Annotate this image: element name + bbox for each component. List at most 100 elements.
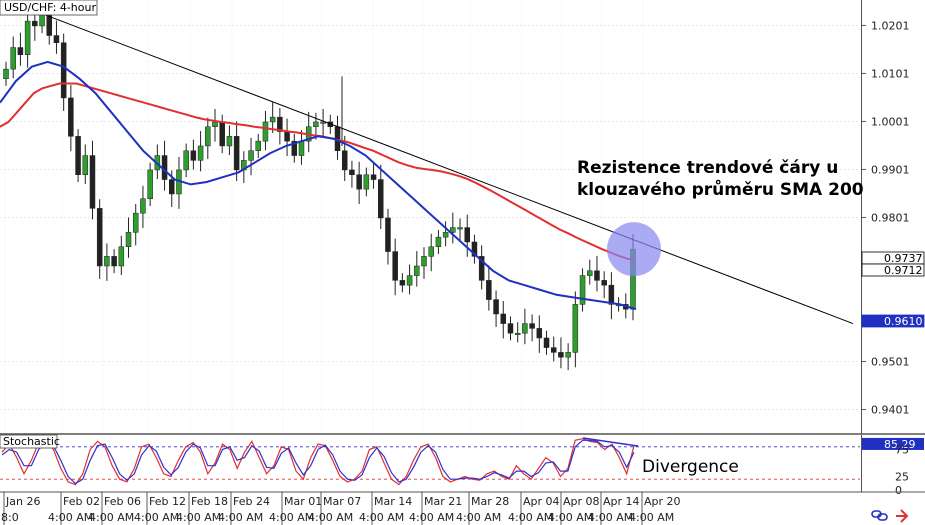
candle-body xyxy=(543,337,550,348)
candle-body xyxy=(579,275,586,305)
candle-body xyxy=(457,227,463,230)
x-date-label: Mar 01 xyxy=(284,495,322,508)
candle-body xyxy=(104,256,110,267)
candle-body xyxy=(392,251,398,281)
annotation-line-1: Rezistence trendové čáry u xyxy=(577,158,838,178)
candle-body xyxy=(233,136,240,171)
candle-body xyxy=(89,155,96,209)
candle-body xyxy=(111,256,117,267)
x-time-label: 4:00 AM xyxy=(308,511,353,524)
candle-body xyxy=(132,212,139,233)
time-axis[interactable]: Jan 26 8:0 Feb 02 4:00 AM Feb 06 4:00 AM Feb 1… xyxy=(1,492,681,525)
trendline xyxy=(4,0,854,325)
candle-body xyxy=(442,232,449,238)
candle-body xyxy=(226,136,233,147)
x-date-label: Feb 12 xyxy=(149,495,186,508)
x-date-label: Apr 20 xyxy=(644,495,681,508)
y-tick-label: 0.9401 xyxy=(871,404,910,417)
stoch-value-tag xyxy=(862,437,924,450)
x-time-label: 8:0 xyxy=(1,511,19,524)
candle-body xyxy=(313,121,319,127)
moving-averages xyxy=(0,60,637,311)
candle-body xyxy=(10,47,16,70)
price-tag-label: 0.9737 xyxy=(884,252,923,265)
candle-body xyxy=(125,232,132,248)
candle-body xyxy=(478,256,485,281)
stochastic-lines xyxy=(1,438,635,486)
stoch-tick-label: 0 xyxy=(895,484,902,497)
highlight-circle-mark xyxy=(607,222,661,277)
candle-body xyxy=(385,217,391,252)
candle-body xyxy=(450,227,456,233)
candle-body xyxy=(594,270,600,281)
candle-body xyxy=(75,136,81,176)
candle-body xyxy=(378,179,384,219)
candle-body xyxy=(147,169,153,200)
x-time-label: 4:00 AM xyxy=(134,511,179,524)
candles-series xyxy=(3,0,636,371)
stoch-tick-label: 75 xyxy=(895,444,909,457)
candle-body xyxy=(435,236,442,248)
stoch-k-line xyxy=(1,438,635,486)
price-tag-label: 0.9610 xyxy=(884,315,923,328)
candle-body xyxy=(262,121,269,142)
candle-body xyxy=(486,280,492,300)
candle-body xyxy=(118,246,125,267)
candle-body xyxy=(298,140,305,156)
x-time-label: 4:00 AM xyxy=(176,511,221,524)
annotation-line-2: klouzavého průměru SMA 200 xyxy=(577,178,864,200)
candle-body xyxy=(507,323,514,334)
arrow-icon[interactable] xyxy=(896,509,909,523)
sma-blue-line xyxy=(0,60,637,311)
x-time-label: 4:00 AM xyxy=(629,511,674,524)
y-tick-label: 0.9801 xyxy=(871,211,910,224)
candle-body xyxy=(536,328,543,339)
candle-body xyxy=(68,97,74,137)
candle-body xyxy=(183,150,189,171)
candle-body xyxy=(414,265,420,276)
candle-body xyxy=(197,145,204,161)
candle-body xyxy=(291,140,298,156)
x-date-label: Jan 26 xyxy=(5,495,40,508)
candle-body xyxy=(428,246,434,257)
stochastic-label: Stochastic xyxy=(3,435,60,448)
x-date-label: Mar 14 xyxy=(374,495,412,508)
candle-body xyxy=(522,323,528,334)
candle-body xyxy=(248,150,254,161)
candle-body xyxy=(608,284,615,305)
link-icon[interactable] xyxy=(871,510,888,521)
candle-body xyxy=(96,208,103,267)
x-date-label: Mar 07 xyxy=(323,495,361,508)
highlight-circle xyxy=(607,222,661,277)
y-tick-label: 1.0101 xyxy=(871,67,910,80)
candle-body xyxy=(219,121,225,147)
x-time-label: 4:00 AM xyxy=(48,511,93,524)
x-time-label: 4:00 AM xyxy=(89,511,134,524)
x-date-label: Apr 14 xyxy=(603,495,640,508)
price-axis[interactable]: 1.0201 1.0101 1.0001 0.9901 0.9801 0.9501 0.94… xyxy=(861,19,925,417)
candle-body xyxy=(421,256,427,267)
y-tick-label: 1.0201 xyxy=(871,19,910,32)
candle-body xyxy=(320,121,326,124)
price-tag xyxy=(861,263,925,277)
x-date-label: Apr 04 xyxy=(523,495,560,508)
candle-body xyxy=(565,352,571,358)
candle-body xyxy=(3,68,9,79)
x-time-label: 4:00 AM xyxy=(359,511,404,524)
candle-body xyxy=(269,116,276,123)
x-time-label: 4:00 AM xyxy=(269,511,314,524)
stoch-value-label: 85.29 xyxy=(884,438,916,451)
x-date-label: Feb 24 xyxy=(233,495,270,508)
candle-body xyxy=(370,174,377,180)
candle-body xyxy=(169,179,175,195)
candle-body xyxy=(24,20,31,55)
x-date-label: Feb 06 xyxy=(104,495,141,508)
stoch-tick-label: 25 xyxy=(895,471,909,484)
x-date-label: Apr 08 xyxy=(563,495,600,508)
candle-body xyxy=(363,174,370,190)
x-time-label: 4:00 AM xyxy=(588,511,633,524)
candle-body xyxy=(464,227,470,243)
trendline-resistance xyxy=(4,0,854,325)
